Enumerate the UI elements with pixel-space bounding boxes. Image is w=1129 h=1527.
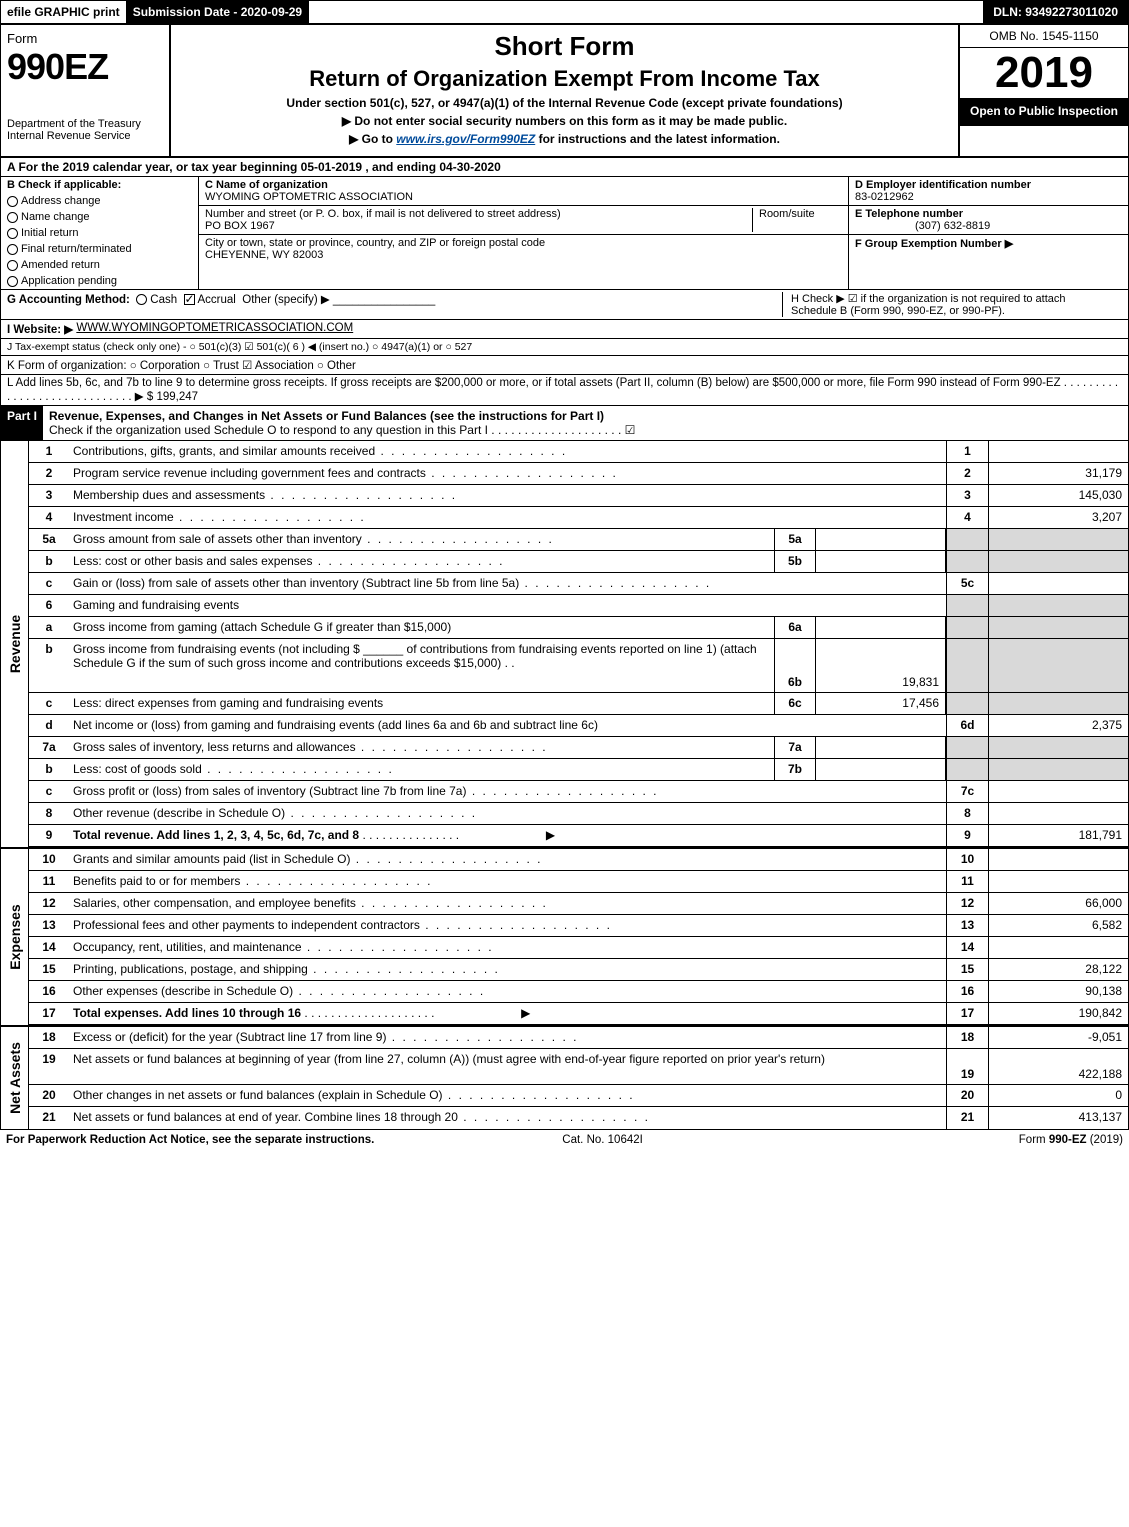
line4-val: 3,207 xyxy=(988,507,1128,528)
tax-year: 2019 xyxy=(960,48,1128,98)
netassets-section: Net Assets 18Excess or (deficit) for the… xyxy=(1,1025,1128,1129)
line15-val: 28,122 xyxy=(988,959,1128,980)
title-short-form: Short Form xyxy=(177,31,952,62)
efile-print[interactable]: efile GRAPHIC print xyxy=(1,1,127,23)
open-to-public: Open to Public Inspection xyxy=(960,98,1128,126)
line20-val: 0 xyxy=(988,1085,1128,1106)
line10-val xyxy=(988,849,1128,870)
irs-link[interactable]: www.irs.gov/Form990EZ xyxy=(396,132,535,146)
row-h-schedule-b: H Check ▶ ☑ if the organization is not r… xyxy=(782,292,1122,317)
line6c-val: 17,456 xyxy=(816,693,946,714)
revenue-section: Revenue 1Contributions, gifts, grants, a… xyxy=(1,441,1128,847)
col-d-info: D Employer identification number83-02129… xyxy=(848,177,1128,289)
line21-val: 413,137 xyxy=(988,1107,1128,1129)
ssn-warning: ▶ Do not enter social security numbers o… xyxy=(177,114,952,128)
line8-val xyxy=(988,803,1128,824)
org-street: PO BOX 1967 xyxy=(205,220,275,232)
under-section: Under section 501(c), 527, or 4947(a)(1)… xyxy=(177,96,952,110)
dln: DLN: 93492273011020 xyxy=(983,1,1128,23)
cat-no: Cat. No. 10642I xyxy=(562,1134,643,1146)
expenses-section: Expenses 10Grants and similar amounts pa… xyxy=(1,847,1128,1025)
row-l-gross-receipts: L Add lines 5b, 6c, and 7b to line 9 to … xyxy=(1,375,1128,406)
website-url[interactable]: WWW.WYOMINGOPTOMETRICASSOCIATION.COM xyxy=(76,322,353,336)
line6b-val: 19,831 xyxy=(816,639,946,692)
col-c-org: C Name of organizationWYOMING OPTOMETRIC… xyxy=(199,177,848,289)
line19-val: 422,188 xyxy=(988,1049,1128,1084)
form-word: Form xyxy=(7,31,163,46)
line1-val xyxy=(988,441,1128,462)
line3-val: 145,030 xyxy=(988,485,1128,506)
line2-val: 31,179 xyxy=(988,463,1128,484)
row-j-tax-exempt: J Tax-exempt status (check only one) - ○… xyxy=(1,339,1128,356)
section-a-taxyear: A For the 2019 calendar year, or tax yea… xyxy=(1,158,1128,177)
org-city: CHEYENNE, WY 82003 xyxy=(205,249,323,261)
row-i-website: I Website: ▶ WWW.WYOMINGOPTOMETRICASSOCI… xyxy=(1,320,1128,339)
line6d-val: 2,375 xyxy=(988,715,1128,736)
line18-val: -9,051 xyxy=(988,1027,1128,1048)
line13-val: 6,582 xyxy=(988,915,1128,936)
goto-instructions: ▶ Go to www.irs.gov/Form990EZ for instru… xyxy=(177,132,952,146)
row-g-accounting: G Accounting Method: Cash Accrual Other … xyxy=(1,290,1128,320)
row-k-form-of-org: K Form of organization: ○ Corporation ○ … xyxy=(1,356,1128,375)
line7c-val xyxy=(988,781,1128,802)
page-footer: For Paperwork Reduction Act Notice, see … xyxy=(0,1130,1129,1150)
group-exemption: F Group Exemption Number ▶ xyxy=(855,238,1013,250)
irs-label: Internal Revenue Service xyxy=(7,130,163,142)
form-990ez-page: efile GRAPHIC print Submission Date - 20… xyxy=(0,0,1129,1130)
line16-val: 90,138 xyxy=(988,981,1128,1002)
submission-date: Submission Date - 2020-09-29 xyxy=(127,1,309,23)
section-bcd: B Check if applicable: Address change Na… xyxy=(1,177,1128,290)
subtitle: Return of Organization Exempt From Incom… xyxy=(177,66,952,92)
telephone: (307) 632-8819 xyxy=(855,220,990,232)
line17-val: 190,842 xyxy=(988,1003,1128,1024)
gross-receipts: 199,247 xyxy=(156,391,198,403)
org-name: WYOMING OPTOMETRIC ASSOCIATION xyxy=(205,191,413,203)
form-ref: Form 990-EZ (2019) xyxy=(1019,1134,1123,1146)
col-b-check: B Check if applicable: Address change Na… xyxy=(1,177,199,289)
form-number: 990EZ xyxy=(7,46,163,88)
line12-val: 66,000 xyxy=(988,893,1128,914)
line11-val xyxy=(988,871,1128,892)
topbar: efile GRAPHIC print Submission Date - 20… xyxy=(1,1,1128,25)
dept-treasury: Department of the Treasury xyxy=(7,118,163,130)
ein: 83-0212962 xyxy=(855,191,914,203)
form-header: Form 990EZ Department of the Treasury In… xyxy=(1,25,1128,158)
line5c-val xyxy=(988,573,1128,594)
part1-header: Part I Revenue, Expenses, and Changes in… xyxy=(1,406,1128,441)
omb-number: OMB No. 1545-1150 xyxy=(960,25,1128,48)
line9-val: 181,791 xyxy=(988,825,1128,846)
line14-val xyxy=(988,937,1128,958)
